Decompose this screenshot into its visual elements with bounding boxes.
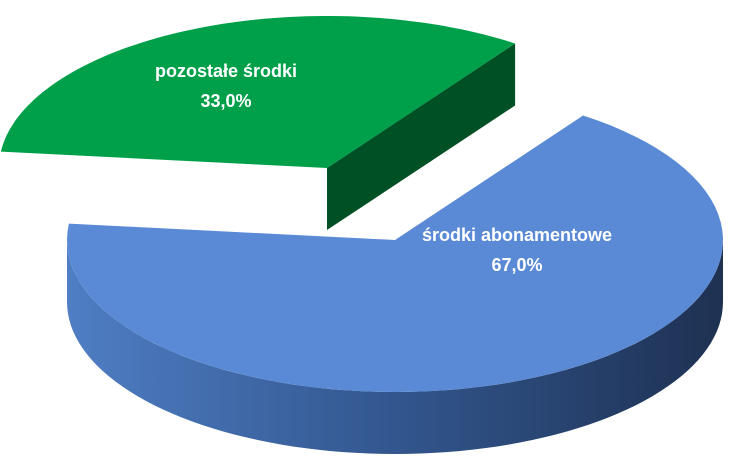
value-label: 33,0% (200, 91, 252, 111)
category-label: pozostałe środki (154, 61, 298, 81)
slice-side (67, 240, 723, 454)
category-label: środki abonamentowe (421, 225, 613, 245)
value-label: 67,0% (491, 255, 543, 275)
slice (0, 16, 516, 168)
slice-cut-face (327, 43, 516, 230)
slice-label: pozostałe środki 33,0% (126, 56, 326, 116)
slice-label: środki abonamentowe 67,0% (417, 220, 617, 280)
slice (67, 115, 723, 392)
